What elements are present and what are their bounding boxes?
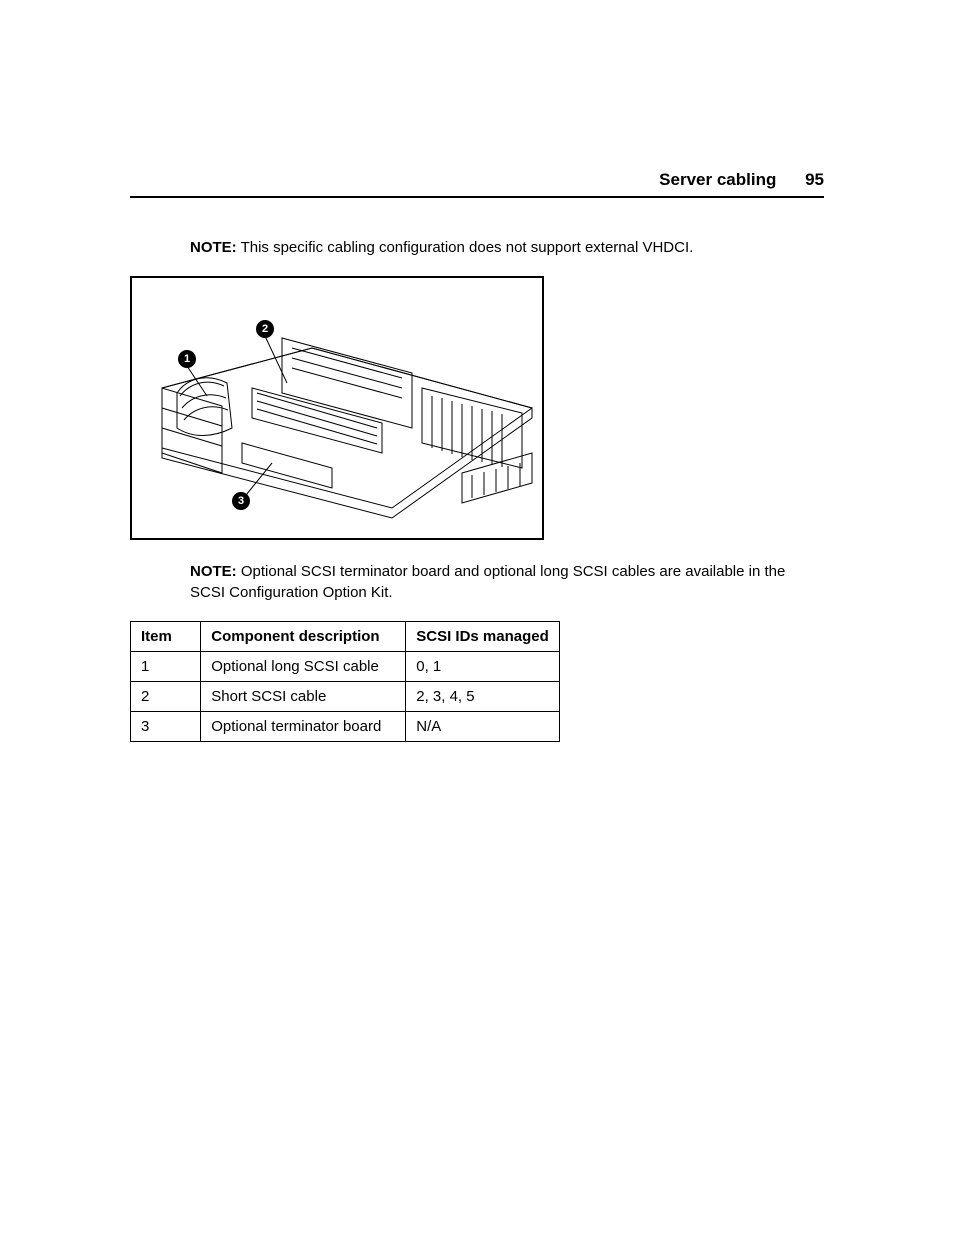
cell-item: 1 xyxy=(131,651,201,681)
note-2-text: Optional SCSI terminator board and optio… xyxy=(190,563,785,600)
header-title: Server cabling xyxy=(659,170,776,189)
col-header-ids: SCSI IDs managed xyxy=(406,621,560,651)
cell-desc: Optional terminator board xyxy=(201,711,406,741)
cell-desc: Optional long SCSI cable xyxy=(201,651,406,681)
note-1: NOTE: This specific cabling configuratio… xyxy=(190,238,824,258)
server-chassis-illustration xyxy=(132,278,542,538)
note-1-label: NOTE: xyxy=(190,239,237,256)
page-header: Server cabling 95 xyxy=(130,170,824,198)
cell-desc: Short SCSI cable xyxy=(201,681,406,711)
note-2-label: NOTE: xyxy=(190,563,237,580)
figure-wrap: 1 2 3 xyxy=(130,276,824,540)
page: Server cabling 95 NOTE: This specific ca… xyxy=(0,0,954,742)
col-header-desc: Component description xyxy=(201,621,406,651)
cell-ids: 2, 3, 4, 5 xyxy=(406,681,560,711)
table-header-row: Item Component description SCSI IDs mana… xyxy=(131,621,560,651)
cell-ids: 0, 1 xyxy=(406,651,560,681)
cell-item: 2 xyxy=(131,681,201,711)
note-1-text: This specific cabling configuration does… xyxy=(241,239,694,256)
header-page-number: 95 xyxy=(805,170,824,189)
table-row: 3 Optional terminator board N/A xyxy=(131,711,560,741)
component-table: Item Component description SCSI IDs mana… xyxy=(130,621,560,742)
col-header-item: Item xyxy=(131,621,201,651)
cell-item: 3 xyxy=(131,711,201,741)
table-row: 2 Short SCSI cable 2, 3, 4, 5 xyxy=(131,681,560,711)
note-2: NOTE: Optional SCSI terminator board and… xyxy=(190,562,824,603)
table-row: 1 Optional long SCSI cable 0, 1 xyxy=(131,651,560,681)
cell-ids: N/A xyxy=(406,711,560,741)
figure: 1 2 3 xyxy=(130,276,544,540)
